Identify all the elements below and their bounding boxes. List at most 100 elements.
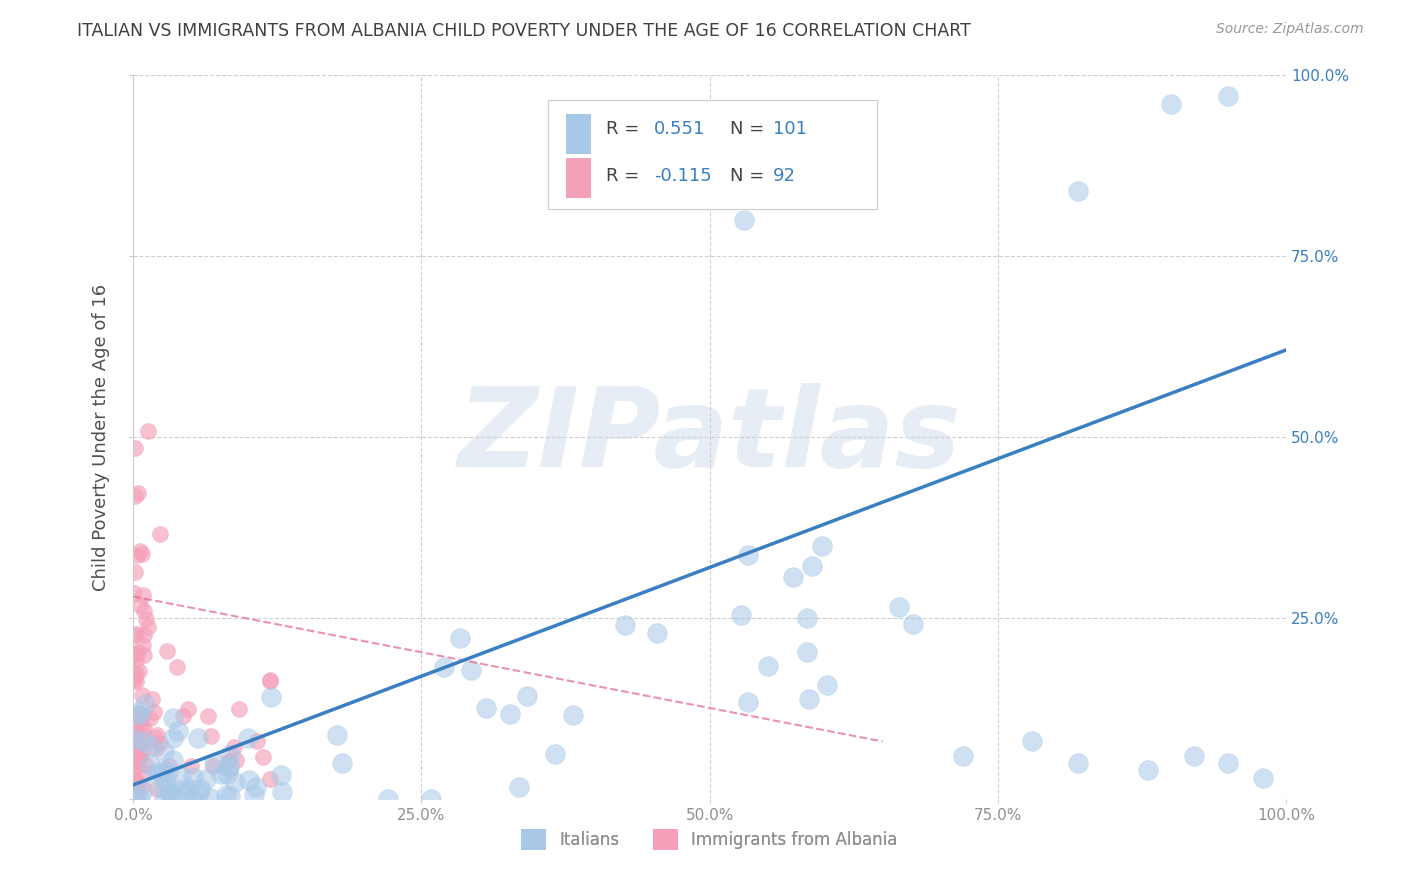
Point [1067, 756, 1090, 771]
Point [613, 617, 636, 632]
Point [782, 570, 804, 584]
Point [197, 708, 219, 723]
Point [156, 644, 179, 658]
Point [128, 707, 150, 722]
Point [134, 734, 156, 748]
Point [122, 732, 145, 747]
Point [131, 547, 153, 561]
Point [127, 737, 149, 751]
Text: ITALIAN VS IMMIGRANTS FROM ALBANIA CHILD POVERTY UNDER THE AGE OF 16 CORRELATION: ITALIAN VS IMMIGRANTS FROM ALBANIA CHILD… [77, 22, 972, 40]
Point [166, 660, 188, 674]
Legend: Italians, Immigrants from Albania: Italians, Immigrants from Albania [515, 822, 904, 856]
Point [125, 779, 148, 793]
Point [200, 729, 222, 743]
Point [204, 756, 226, 770]
Point [1160, 96, 1182, 111]
Point [132, 604, 155, 618]
Point [259, 772, 281, 787]
Point [515, 689, 537, 703]
Point [125, 725, 148, 739]
Point [122, 647, 145, 661]
Point [125, 710, 148, 724]
Point [187, 786, 209, 800]
Point [124, 670, 146, 684]
Point [1182, 748, 1205, 763]
Text: 0.551: 0.551 [654, 120, 706, 138]
Point [202, 758, 225, 772]
Point [134, 697, 156, 711]
Point [128, 707, 150, 722]
Point [245, 780, 267, 794]
Point [737, 549, 759, 563]
Text: ZIPatlas: ZIPatlas [458, 384, 962, 491]
Point [152, 764, 174, 779]
Point [218, 758, 240, 772]
Point [125, 674, 148, 689]
Point [124, 772, 146, 787]
Point [157, 759, 180, 773]
Point [124, 781, 146, 796]
Point [125, 735, 148, 749]
Point [132, 783, 155, 797]
Point [122, 707, 145, 722]
Point [131, 723, 153, 738]
Point [215, 767, 238, 781]
Bar [565, 158, 591, 198]
Point [889, 600, 911, 615]
Point [170, 782, 193, 797]
Y-axis label: Child Poverty Under the Age of 16: Child Poverty Under the Age of 16 [93, 284, 110, 591]
Point [131, 689, 153, 703]
Point [562, 708, 585, 723]
Point [146, 782, 169, 797]
Point [1218, 756, 1240, 771]
Text: N =: N = [730, 167, 770, 185]
Point [139, 758, 162, 772]
Point [800, 558, 823, 573]
Point [122, 628, 145, 642]
Point [152, 745, 174, 759]
Point [148, 765, 170, 780]
Point [125, 665, 148, 680]
Point [218, 747, 240, 762]
Point [460, 663, 482, 677]
Point [127, 645, 149, 659]
Point [157, 765, 180, 780]
Point [125, 789, 148, 803]
Point [122, 673, 145, 688]
Point [131, 747, 153, 761]
Point [122, 761, 145, 775]
Point [142, 705, 165, 719]
Point [1067, 184, 1090, 198]
Point [125, 755, 148, 769]
Point [170, 770, 193, 784]
Point [155, 775, 177, 789]
Point [128, 739, 150, 753]
Point [136, 424, 159, 438]
Point [326, 728, 349, 742]
Point [125, 778, 148, 792]
Point [124, 489, 146, 503]
Point [127, 548, 149, 562]
Point [162, 711, 184, 725]
Point [125, 653, 148, 667]
Point [122, 586, 145, 600]
Point [132, 638, 155, 652]
Point [132, 765, 155, 780]
Point [225, 753, 247, 767]
Text: 92: 92 [773, 167, 796, 185]
Point [796, 645, 818, 659]
Point [270, 785, 292, 799]
Point [198, 791, 221, 805]
Point [139, 711, 162, 725]
Point [1136, 764, 1159, 778]
Text: 101: 101 [773, 120, 807, 138]
Point [737, 695, 759, 709]
Point [238, 731, 260, 746]
Point [122, 742, 145, 756]
Point [122, 776, 145, 790]
Point [143, 731, 166, 745]
Point [128, 791, 150, 805]
Point [132, 588, 155, 602]
Point [952, 748, 974, 763]
FancyBboxPatch shape [548, 100, 877, 209]
